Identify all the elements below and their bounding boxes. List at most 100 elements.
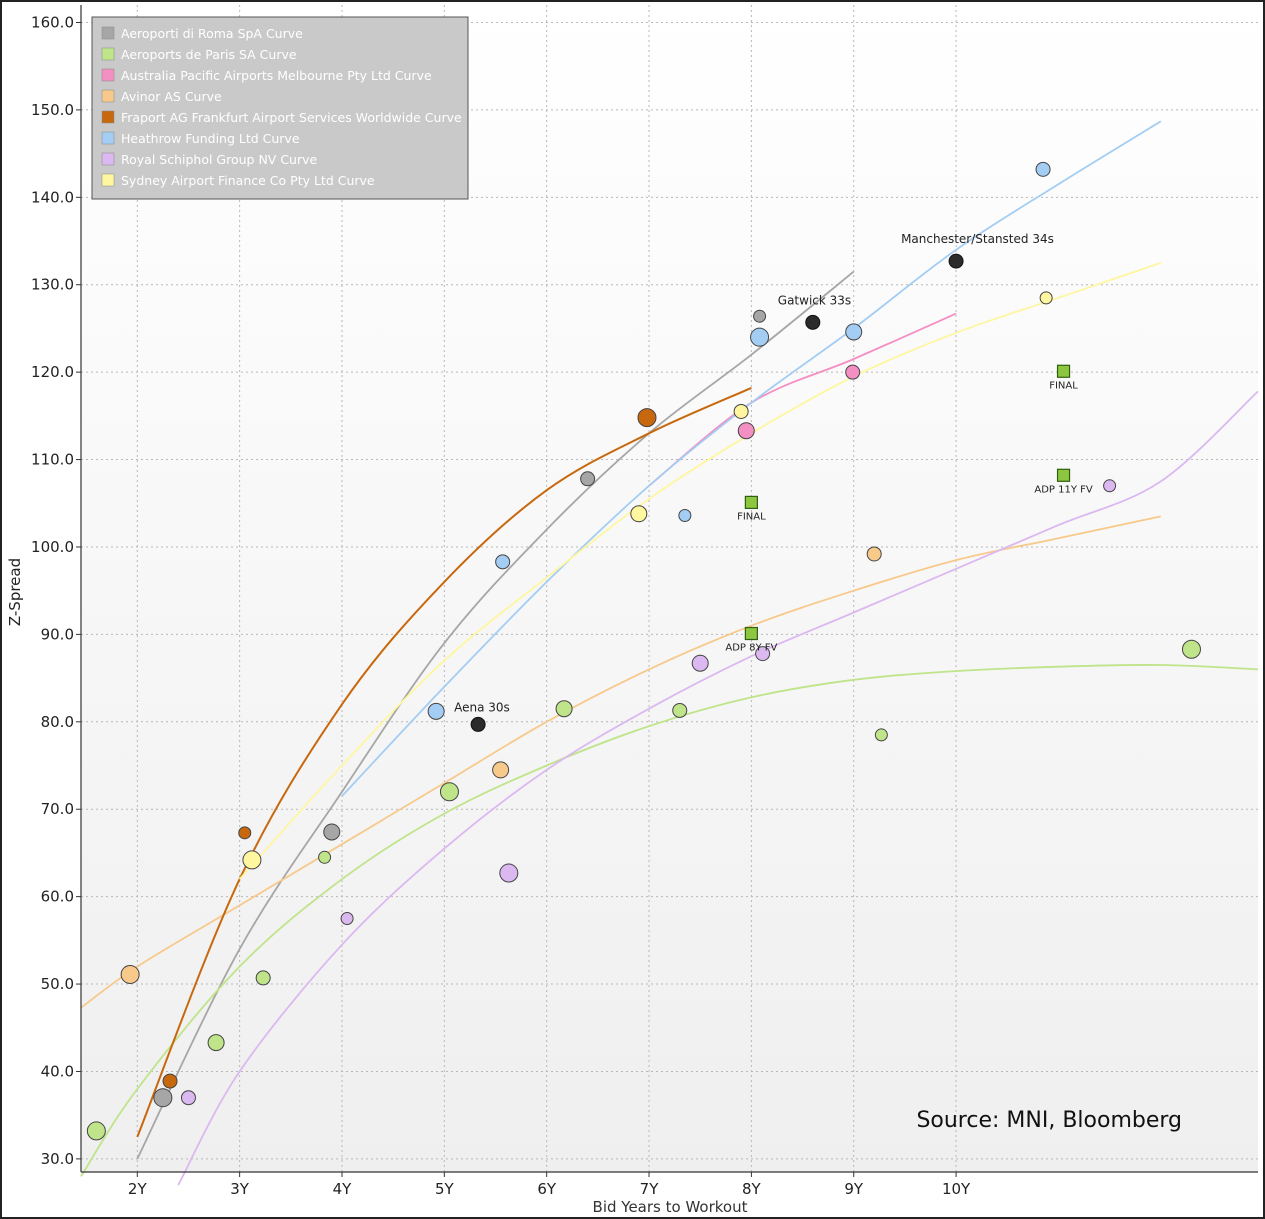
- axes: 30.0 40.0 50.0 60.0 70.0 80.0 90.0 100.0 110.0 12…: [31, 5, 1258, 1198]
- highlight-label: Gatwick 33s: [778, 293, 851, 307]
- data-point: [153, 1088, 173, 1108]
- x-tick-label: 5Y: [435, 1180, 455, 1198]
- marker-label: ADP 8Y FV: [725, 643, 777, 654]
- data-point: [255, 970, 271, 986]
- legend-swatch: [101, 152, 115, 166]
- y-tick-label: 160.0: [31, 13, 74, 31]
- y-axis-label: Z-Spread: [6, 558, 24, 626]
- legend-entry: Aeroporti di Roma SpA Curve: [121, 26, 303, 41]
- data-point: [1103, 479, 1117, 493]
- y-tick-label: 100.0: [31, 538, 74, 556]
- fv-square-marker: [744, 495, 758, 509]
- series-curve: [136, 386, 752, 1138]
- x-tick-label: 8Y: [742, 1180, 762, 1198]
- y-tick-label: 140.0: [31, 188, 74, 206]
- data-point: [439, 782, 459, 802]
- source-note: Source: MNI, Bloomberg: [916, 1108, 1182, 1133]
- legend-entry: Heathrow Funding Ltd Curve: [121, 131, 300, 146]
- square-markers: FINAL FINAL ADP 11Y FV ADP 8Y FV: [725, 364, 1093, 654]
- data-point: [162, 1073, 178, 1089]
- legend-entry: Sydney Airport Finance Co Pty Ltd Curve: [121, 173, 375, 188]
- legend-entry: Australia Pacific Airports Melbourne Pty…: [121, 68, 432, 83]
- data-point: [845, 364, 861, 380]
- x-tick-label: 10Y: [942, 1180, 971, 1198]
- fv-square-marker: [1056, 468, 1071, 482]
- fitted-curves: [80, 120, 1259, 1186]
- data-point: [318, 850, 332, 864]
- data-point: [1039, 291, 1053, 305]
- series-curve: [80, 515, 1161, 1009]
- data-point: [323, 823, 341, 841]
- series-curve: [177, 390, 1259, 1186]
- data-point: [242, 850, 262, 870]
- data-point: [238, 826, 252, 840]
- data-point: [120, 964, 140, 984]
- highlight-label: Aena 30s: [454, 700, 510, 714]
- highlight-bonds: Gatwick 33s Manchester/Stansted 34s Aena 3…: [454, 232, 1054, 732]
- y-tick-label: 90.0: [41, 625, 74, 643]
- data-point: [845, 323, 863, 341]
- data-point: [750, 327, 770, 347]
- legend: Aeroporti di Roma SpA Curve Aeroports de …: [91, 16, 469, 200]
- legend-swatch: [101, 68, 115, 82]
- y-tick-label: 30.0: [41, 1150, 74, 1168]
- y-tick-label: 120.0: [31, 363, 74, 381]
- series-curve: [341, 120, 1162, 797]
- data-point: [678, 509, 692, 523]
- data-point: [207, 1034, 225, 1052]
- legend-swatch: [101, 47, 115, 61]
- data-point: [874, 728, 888, 742]
- legend-entry: Avinor AS Curve: [121, 89, 222, 104]
- data-point: [737, 422, 755, 440]
- marker-label: FINAL: [737, 511, 766, 522]
- y-tick-label: 110.0: [31, 451, 74, 469]
- x-tick-label: 3Y: [230, 1180, 250, 1198]
- data-point: [340, 911, 354, 925]
- legend-swatch: [101, 131, 115, 145]
- y-tick-label: 150.0: [31, 101, 74, 119]
- highlight-point: [805, 314, 821, 330]
- marker-label: ADP 11Y FV: [1034, 484, 1093, 495]
- series-curve: [136, 270, 855, 1160]
- legend-swatch: [101, 26, 115, 40]
- highlight-label: Manchester/Stansted 34s: [901, 232, 1054, 246]
- series-curve: [238, 262, 1162, 880]
- data-point: [1181, 639, 1201, 659]
- data-point: [492, 761, 510, 779]
- fv-square-marker: [744, 626, 758, 641]
- legend-swatch: [101, 110, 115, 124]
- x-tick-label: 9Y: [844, 1180, 864, 1198]
- data-point: [427, 702, 445, 720]
- data-points: [86, 161, 1201, 1141]
- data-point: [580, 471, 596, 487]
- data-point: [753, 309, 767, 323]
- data-point: [180, 1090, 196, 1106]
- highlight-point: [470, 716, 486, 732]
- legend-entry: Fraport AG Frankfurt Airport Services Wo…: [121, 110, 462, 125]
- data-point: [630, 505, 648, 523]
- data-point: [672, 702, 688, 718]
- fv-square-marker: [1056, 364, 1071, 378]
- y-tick-label: 130.0: [31, 276, 74, 294]
- y-tick-label: 80.0: [41, 713, 74, 731]
- data-point: [755, 646, 771, 662]
- series-curve: [80, 664, 1259, 1177]
- data-point: [86, 1121, 106, 1141]
- legend-entry: Royal Schiphol Group NV Curve: [121, 152, 318, 167]
- y-tick-label: 40.0: [41, 1062, 74, 1080]
- data-point: [733, 403, 749, 419]
- marker-label: FINAL: [1049, 380, 1078, 391]
- x-tick-label: 7Y: [640, 1180, 660, 1198]
- data-point: [691, 654, 709, 672]
- highlight-point: [948, 253, 964, 269]
- y-tick-label: 70.0: [41, 800, 74, 818]
- data-point: [637, 408, 657, 428]
- legend-entry: Aeroports de Paris SA Curve: [121, 47, 297, 62]
- data-point: [495, 554, 511, 570]
- x-tick-label: 6Y: [537, 1180, 557, 1198]
- x-axis-label: Bid Years to Workout: [593, 1198, 748, 1216]
- y-tick-label: 50.0: [41, 975, 74, 993]
- data-point: [866, 546, 882, 562]
- x-tick-label: 4Y: [333, 1180, 353, 1198]
